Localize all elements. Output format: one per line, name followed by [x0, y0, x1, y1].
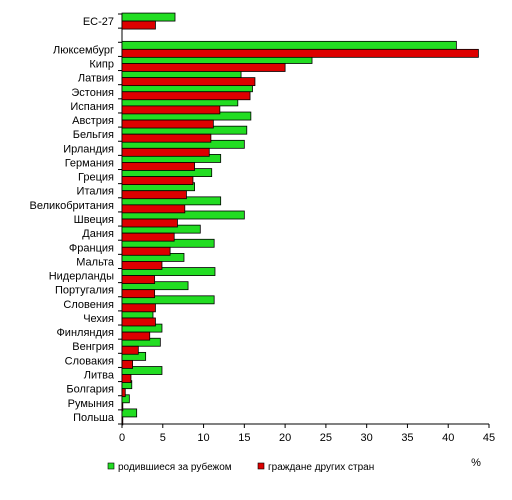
x-axis: 0 5 10 15 20 25 30 35 40 45	[119, 424, 495, 444]
x-tick-label: 0	[119, 432, 125, 444]
category-label: Польша	[73, 412, 115, 424]
bar-foreign-citizens	[121, 190, 187, 200]
x-axis-unit-label: %	[471, 457, 481, 469]
category-label: Австрия	[72, 115, 114, 127]
category-label: Дания	[82, 228, 114, 240]
bar-foreign-citizens	[121, 275, 156, 284]
category-labels: ЕС-27 Люксембург Кипр Латвия Эстония Испания А…	[30, 16, 115, 424]
category-label: Великобритания	[30, 200, 115, 212]
category-label: ЕС-27	[83, 16, 114, 28]
x-tick-label: 10	[197, 432, 209, 444]
bar-layer	[121, 12, 479, 426]
legend-swatch	[107, 462, 115, 470]
bar-foreign-citizens	[121, 416, 124, 426]
bar-born-abroad	[121, 295, 215, 305]
x-tick-label: 15	[238, 432, 250, 444]
category-label: Италия	[77, 186, 115, 198]
bar-foreign-citizens	[121, 147, 210, 157]
category-label: Финляндия	[56, 327, 114, 339]
category-label: Литва	[84, 370, 115, 382]
bar-foreign-citizens	[121, 246, 171, 256]
bar-foreign-citizens	[121, 162, 195, 171]
x-tick-label: 20	[279, 432, 291, 444]
bar-foreign-citizens	[121, 359, 134, 369]
bar-foreign-citizens	[121, 48, 479, 58]
category-label: Словения	[63, 299, 114, 311]
bar-foreign-citizens	[121, 63, 286, 72]
category-label: Румыния	[68, 398, 114, 410]
bar-foreign-citizens	[121, 374, 132, 383]
bar-foreign-citizens	[121, 402, 124, 412]
category-label: Кипр	[89, 58, 114, 70]
category-label: Люксембург	[53, 44, 114, 56]
category-label: Ирландия	[63, 143, 114, 155]
legend-label: граждане других стран	[268, 462, 374, 473]
bar-born-abroad	[121, 267, 216, 276]
category-label: Швеция	[74, 214, 114, 226]
bar-foreign-citizens	[121, 119, 214, 129]
bar-foreign-citizens	[121, 91, 251, 101]
bar-foreign-citizens	[121, 218, 178, 228]
bar-born-abroad	[121, 366, 163, 375]
category-label: Германия	[65, 157, 114, 169]
category-label: Испания	[70, 101, 114, 113]
bar-foreign-citizens	[121, 77, 256, 87]
category-label: Мальта	[76, 256, 115, 268]
bar-foreign-citizens	[121, 345, 139, 355]
x-tick-label: 25	[320, 432, 332, 444]
bar-foreign-citizens	[121, 204, 186, 214]
bar-foreign-citizens	[121, 176, 194, 185]
category-label: Франция	[69, 242, 114, 254]
x-tick-label: 5	[160, 432, 166, 444]
bar-foreign-citizens	[121, 20, 156, 30]
bar-born-abroad	[121, 281, 189, 291]
category-label: Чехия	[83, 313, 114, 325]
bar-foreign-citizens	[121, 232, 175, 242]
bar-born-abroad	[121, 394, 130, 404]
category-label: Венгрия	[72, 341, 114, 353]
category-label: Словакия	[65, 355, 114, 367]
bar-born-abroad	[121, 12, 176, 22]
category-label: Бельгия	[73, 129, 114, 141]
bar-foreign-citizens	[121, 133, 212, 143]
x-tick-label: 35	[401, 432, 413, 444]
category-label: Эстония	[71, 87, 114, 99]
category-label: Латвия	[78, 73, 114, 85]
bar-foreign-citizens	[121, 331, 151, 341]
bar-foreign-citizens	[121, 303, 156, 313]
legend-swatch	[257, 462, 265, 470]
category-label: Нидерланды	[49, 271, 114, 283]
category-label: Греция	[78, 172, 114, 184]
bar-foreign-citizens	[121, 261, 163, 270]
category-label: Португалия	[55, 285, 114, 297]
bar-foreign-citizens	[121, 388, 126, 398]
x-tick-label: 30	[361, 432, 373, 444]
bar-born-abroad	[121, 408, 138, 418]
x-tick-label: 45	[483, 432, 495, 444]
bar-born-abroad	[121, 40, 457, 50]
bar-foreign-citizens	[121, 105, 221, 115]
bar-foreign-citizens	[121, 289, 156, 299]
x-tick-label: 40	[442, 432, 454, 444]
legend: родившиеся за рубежом граждане других стр…	[107, 461, 374, 473]
category-label: Болгария	[66, 384, 114, 396]
bar-foreign-citizens	[121, 317, 156, 327]
legend-label: родившиеся за рубежом	[118, 461, 232, 473]
